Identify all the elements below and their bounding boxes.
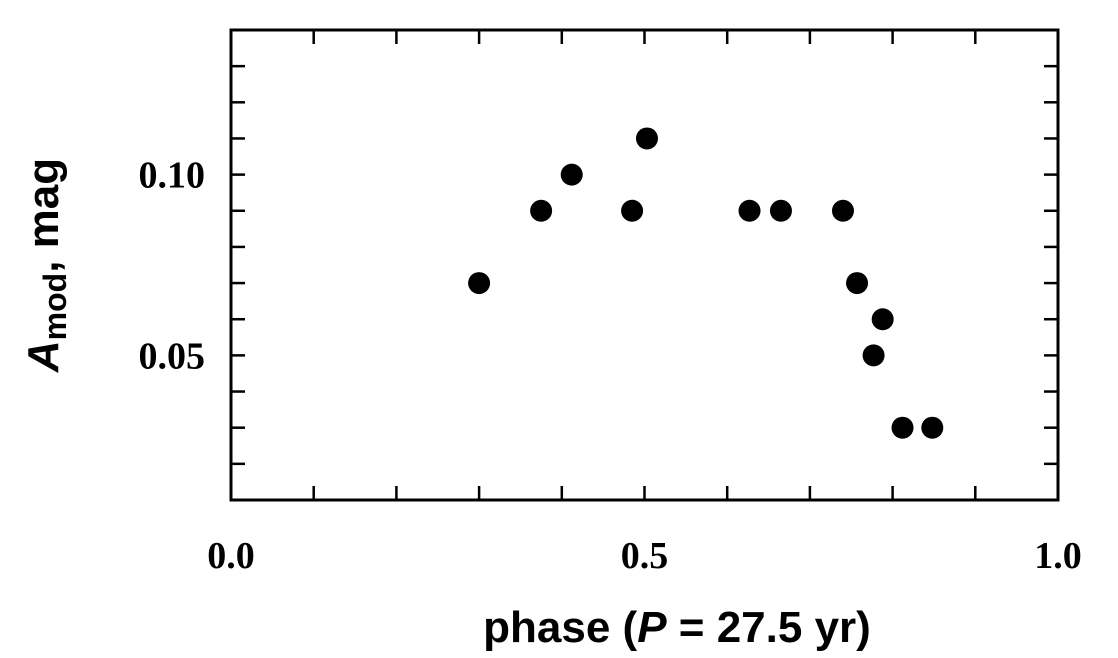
data-point xyxy=(769,199,792,222)
axis-ticks xyxy=(231,30,1058,500)
data-point xyxy=(621,199,644,222)
y-tick-label: 0.10 xyxy=(139,155,206,197)
x-tick-label: 0.0 xyxy=(207,535,255,577)
data-point xyxy=(871,308,894,331)
y-tick-label: 0.05 xyxy=(139,335,206,377)
data-point xyxy=(891,416,914,439)
data-point xyxy=(846,272,869,295)
x-axis-title-suffix: = 27.5 yr) xyxy=(667,603,871,652)
x-tick-label: 0.5 xyxy=(621,535,669,577)
x-axis-title-prefix: phase ( xyxy=(483,603,637,652)
data-point xyxy=(921,416,944,439)
x-axis-title-variable: P xyxy=(637,603,667,652)
data-point xyxy=(862,344,885,367)
y-axis-title-variable: A xyxy=(19,340,68,373)
data-point xyxy=(635,127,658,150)
data-point xyxy=(530,199,553,222)
data-point xyxy=(468,272,491,295)
y-axis-title-suffix: , mag xyxy=(19,158,68,273)
y-axis-title-subscript: mod xyxy=(37,273,73,341)
x-axis-title: phase (P = 27.5 yr) xyxy=(483,603,871,652)
data-point xyxy=(738,199,761,222)
data-point xyxy=(831,199,854,222)
tick-labels: 0.0 0.5 1.0 0.05 0.10 xyxy=(139,155,1082,577)
x-tick-label: 1.0 xyxy=(1034,535,1082,577)
data-point xyxy=(560,163,583,186)
data-points xyxy=(468,127,944,439)
y-axis-title: Amod, mag xyxy=(19,158,73,373)
